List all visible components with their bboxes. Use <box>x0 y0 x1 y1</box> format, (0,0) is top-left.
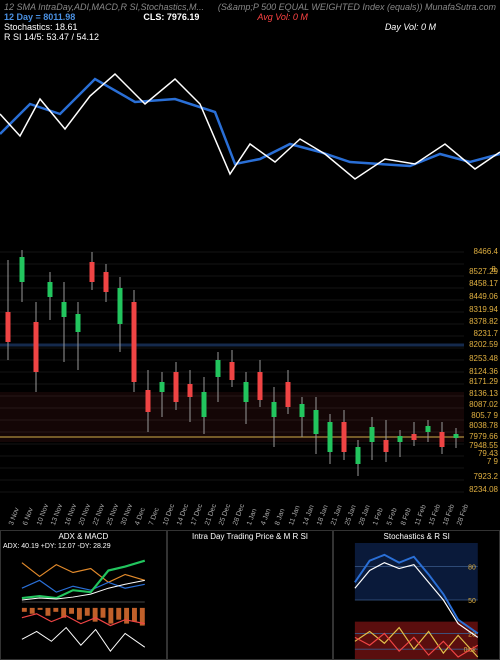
hdr-right: (S&amp;P 500 EQUAL WEIGHTED Index (equal… <box>218 2 496 12</box>
x-axis: 3 Nov6 Nov10 Nov13 Nov16 Nov20 Nov22 Nov… <box>0 496 464 530</box>
svg-text:50: 50 <box>468 598 476 605</box>
cls-label: CLS: <box>143 12 164 22</box>
rsi: R SI 14/5: 53.47 / 54.12 <box>4 32 99 42</box>
cls-value: 7976.19 <box>167 12 200 22</box>
line-chart-pane <box>0 44 500 242</box>
panel-stoch-rsi: Stochastics & R SI 8050200ick <box>333 530 500 660</box>
stoch: Stochastics: 18.61 <box>4 22 78 32</box>
panel-intraday: Intra Day Trading Price & M R SI <box>167 530 334 660</box>
panel-adx-macd: ADX & MACD ADX: 40.19 +DY: 12.07 -DY: 28… <box>0 530 167 660</box>
bottom-panels: ADX & MACD ADX: 40.19 +DY: 12.07 -DY: 28… <box>0 530 500 660</box>
avg-vol: Avg Vol: 0 M <box>257 12 308 22</box>
y-axis: 8466.48.8527.298458.178449.068319.948378… <box>464 242 500 496</box>
header: 12 SMA IntraDay,ADI,MACD,R SI,Stochastic… <box>0 0 500 44</box>
sma-label: 12 Day = 8011.98 <box>4 12 75 22</box>
hdr-left: 12 SMA IntraDay,ADI,MACD,R SI,Stochastic… <box>4 2 204 12</box>
day-vol: Day Vol: 0 M <box>385 22 436 32</box>
svg-text:80: 80 <box>468 565 476 572</box>
